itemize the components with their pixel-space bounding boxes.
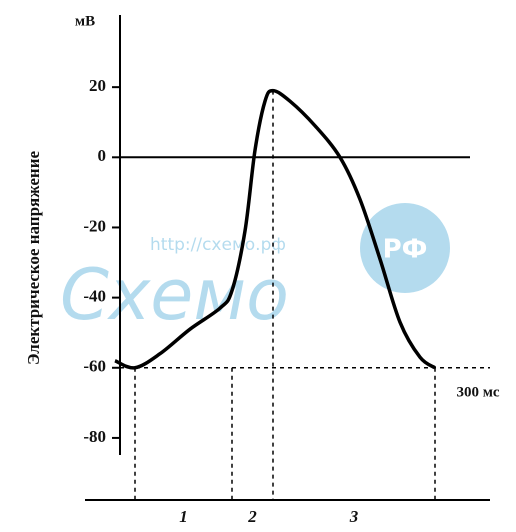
y-tick-label: -40 [83,287,106,306]
y-tick-label: 0 [98,146,107,165]
watermark: http://схемо.рф Схемо РФ [60,203,450,336]
y-axis-label: Электрическое напряжение [24,151,43,365]
y-tick-label: -80 [83,427,106,446]
potential-curve [114,88,437,370]
watermark-badge: РФ [383,235,428,265]
watermark-name: Схемо [60,254,289,336]
y-unit: мВ [75,13,95,29]
time-note: 300 мс [456,384,499,400]
phase-label: 3 [349,507,359,526]
y-tick-label: -60 [83,357,106,376]
y-tick-label: -20 [83,216,106,235]
y-tick-label: 20 [89,76,106,95]
phase-label: 2 [247,507,257,526]
watermark-url: http://схемо.рф [150,235,286,255]
phase-label: 1 [179,507,188,526]
